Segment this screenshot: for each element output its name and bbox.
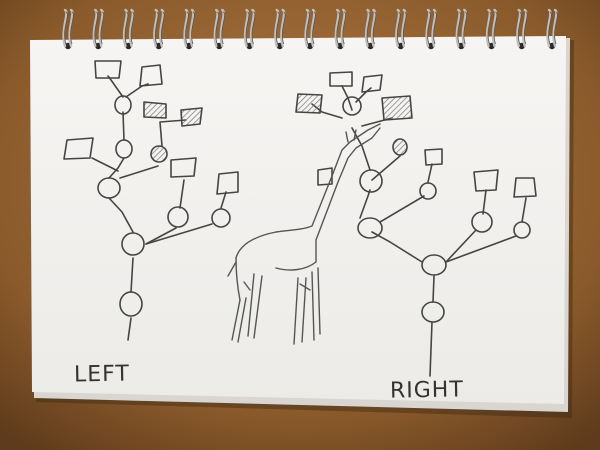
spiral-coil [213, 8, 219, 48]
spiral-coil [431, 8, 437, 48]
spiral-coil-shade [342, 11, 347, 45]
spiral-coil-shade [191, 11, 195, 45]
spiral-coil-shade [523, 11, 528, 45]
spiral-coil [153, 8, 159, 48]
spiral-coil-shade [366, 11, 371, 45]
giraffe-sketch [227, 123, 381, 345]
left-tree-sketch [63, 60, 239, 341]
spiral-coil [455, 8, 461, 48]
spiral-coil [334, 8, 340, 48]
spiral-coil [491, 8, 498, 48]
spiral-coil-shade [402, 11, 407, 45]
spiral-coil-shade [130, 11, 135, 45]
spiral-coil [98, 8, 104, 48]
spiral-coil-shade [154, 11, 159, 45]
spiral-coil-shade [372, 11, 377, 45]
spiral-coil-shade [281, 11, 286, 45]
spiral-coil-shade [215, 11, 220, 45]
spiral-coil-shade [336, 11, 341, 45]
spiral-binding [62, 8, 558, 50]
spiral-coil-shade [312, 11, 316, 45]
spiral-coil [310, 8, 316, 48]
spiral-coil-shade [221, 11, 226, 45]
spiral-coil-shade [548, 11, 552, 45]
spiral-coil [370, 8, 377, 48]
spiral-coil-shade [185, 11, 189, 45]
spiral-coil [340, 8, 346, 48]
spiral-coil [159, 8, 165, 48]
spiral-coil-shade [306, 11, 310, 45]
spiral-coil-shade [396, 11, 401, 45]
spiral-coil-shade [245, 11, 250, 45]
spiral-coil-shade [517, 11, 522, 45]
spiral-coil-shade [100, 11, 105, 45]
spiral-coil [485, 8, 492, 48]
spiral-coil-shade [94, 11, 99, 45]
spiral-coil-shade [251, 11, 256, 45]
spiral-coil [304, 8, 310, 48]
spiral-coil [395, 8, 401, 48]
left-label: LEFT [73, 361, 131, 388]
spiral-coil [546, 8, 552, 48]
notebook [30, 36, 574, 418]
spiral-coil [92, 8, 98, 48]
spiral-coil [62, 8, 68, 48]
spiral-coil-shade [64, 11, 68, 45]
spiral-coil-shade [275, 11, 280, 45]
spiral-coil [274, 8, 280, 48]
spiral-coil-shade [160, 11, 165, 45]
spiral-coil-shade [457, 11, 462, 45]
right-tree-sketch [295, 71, 537, 377]
spiral-coil [522, 8, 528, 48]
spiral-coil [183, 8, 189, 48]
spiral-coil [425, 8, 431, 48]
spiral-coil [516, 8, 522, 48]
spiral-coil-shade [124, 11, 129, 45]
spiral-coil [364, 8, 371, 48]
spiral-coil [461, 8, 467, 48]
spiral-coil [122, 8, 129, 48]
spiral-coil [243, 8, 250, 48]
spiral-coil-shade [487, 11, 492, 45]
spiral-coil-shade [433, 11, 437, 45]
spiral-coil [552, 8, 558, 48]
right-label: RIGHT [389, 377, 465, 404]
spiral-coil-shade [554, 11, 558, 45]
spiral-coil-shade [493, 11, 498, 45]
spiral-coil [68, 8, 74, 48]
spiral-coil [128, 8, 135, 48]
spiral-coil [219, 8, 225, 48]
spiral-coil [401, 8, 407, 48]
spiral-coil [189, 8, 195, 48]
spiral-coil-shade [427, 11, 431, 45]
spiral-coil [249, 8, 256, 48]
spiral-coil [280, 8, 286, 48]
spiral-coil-shade [70, 11, 74, 45]
spiral-coil-shade [463, 11, 468, 45]
